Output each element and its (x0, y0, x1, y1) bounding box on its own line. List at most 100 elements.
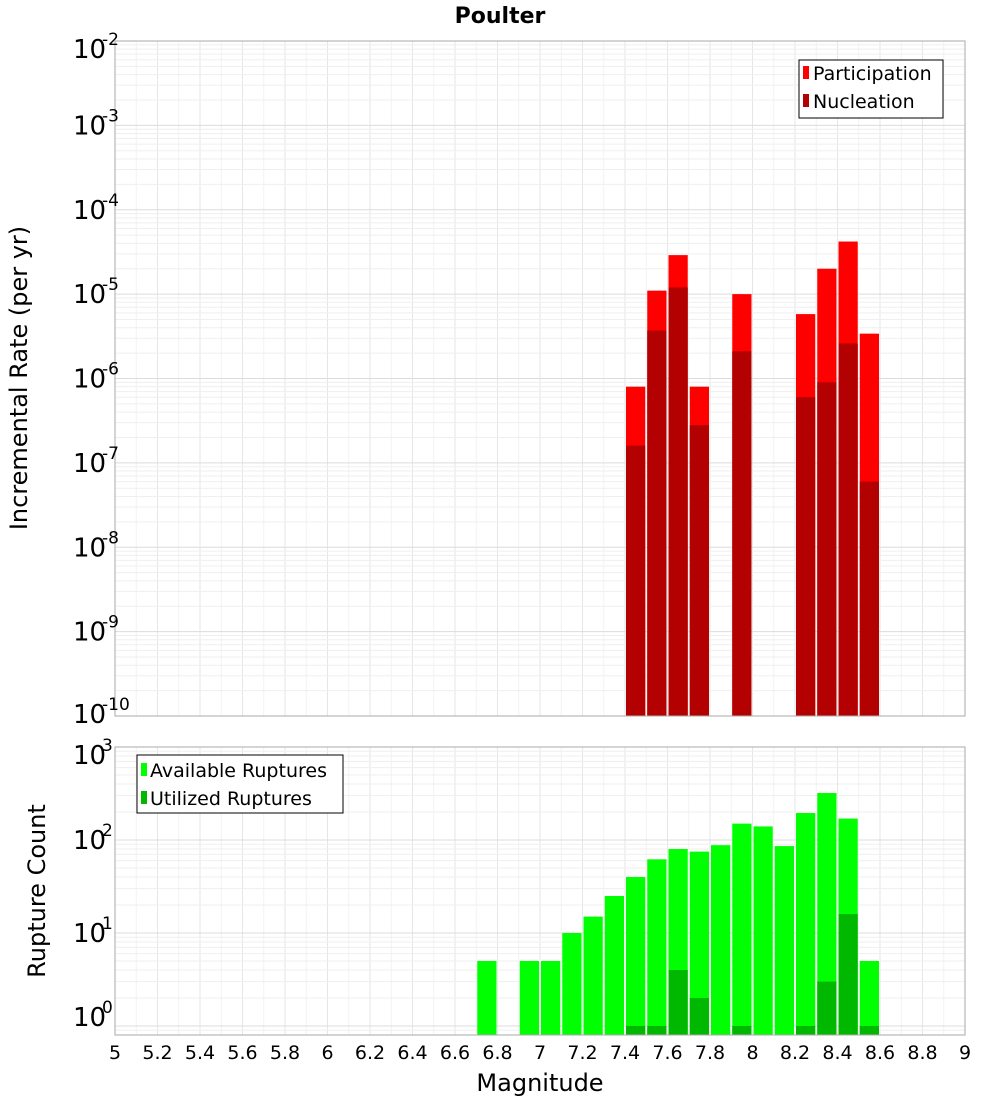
y-tick-label: 10 (73, 280, 106, 310)
y-tick-label: 10 (73, 111, 106, 141)
bar-available-ruptures-3 (562, 932, 582, 1035)
utilized-legend-label: Utilized Ruptures (150, 788, 312, 810)
x-tick-label: 6.2 (355, 1042, 385, 1064)
x-tick-label: 5.4 (185, 1042, 215, 1064)
rate-legend: Participation Nucleation (798, 59, 944, 119)
bar-available-ruptures-0 (477, 960, 497, 1035)
x-tick-label: 7.2 (567, 1042, 597, 1064)
y-tick-label: 10 (73, 919, 106, 949)
y-tick-label: 10 (73, 700, 106, 730)
x-tick-label: 5 (109, 1042, 121, 1064)
y-tick-label: 10 (73, 618, 106, 648)
y-tick-exponent: -5 (102, 275, 119, 295)
x-tick-label: 8.2 (780, 1042, 810, 1064)
x-tick-label: 5.2 (142, 1042, 172, 1064)
bar-available-ruptures-7 (647, 859, 667, 1035)
bar-nucleation-4 (732, 351, 752, 716)
bar-available-ruptures-10 (711, 845, 731, 1035)
utilized-legend-swatch (141, 791, 147, 804)
count-plot-border (114, 746, 966, 1036)
x-tick-label: 7.4 (610, 1042, 640, 1064)
count-legend-box (136, 754, 344, 814)
bar-utilized-ruptures-9 (689, 997, 709, 1035)
participation-legend-swatch (803, 66, 809, 79)
bar-utilized-ruptures-7 (647, 1025, 667, 1035)
y-tick-label: 10 (73, 533, 106, 563)
chart-title: Poulter (455, 4, 546, 29)
bar-available-ruptures-4 (583, 916, 603, 1035)
bar-utilized-ruptures-16 (838, 914, 858, 1035)
bar-utilized-ruptures-11 (732, 1025, 752, 1035)
available-legend-swatch (141, 763, 147, 776)
y-tick-label: 10 (73, 826, 106, 856)
bar-available-ruptures-17 (859, 960, 879, 1035)
x-tick-label: 7 (534, 1042, 546, 1064)
bar-nucleation-5 (796, 397, 816, 716)
y-tick-exponent: 3 (102, 736, 113, 756)
available-legend-label: Available Ruptures (150, 760, 327, 782)
rate-plot-border (114, 40, 966, 717)
bar-nucleation-2 (668, 287, 688, 716)
x-axis-label: Magnitude (476, 1069, 603, 1097)
y-tick-exponent: -4 (102, 191, 119, 211)
bar-available-ruptures-9 (689, 851, 709, 1035)
bar-utilized-ruptures-14 (796, 1025, 816, 1035)
bar-available-ruptures-14 (796, 813, 816, 1035)
bar-utilized-ruptures-8 (668, 969, 688, 1035)
nucleation-legend-label: Nucleation (813, 91, 915, 113)
x-tick-label: 7.8 (695, 1042, 725, 1064)
y-tick-exponent: -9 (102, 613, 119, 633)
bar-utilized-ruptures-15 (817, 981, 837, 1035)
bar-available-ruptures-15 (817, 793, 837, 1035)
bar-nucleation-0 (626, 445, 646, 716)
count-y-axis-label: Rupture Count (23, 804, 51, 978)
y-tick-label: 10 (73, 1003, 106, 1033)
rate-legend-box (798, 59, 944, 119)
x-tick-label: 8 (746, 1042, 758, 1064)
x-tick-label: 6.4 (397, 1042, 427, 1064)
x-tick-label: 7.6 (652, 1042, 682, 1064)
bar-available-ruptures-11 (732, 823, 752, 1035)
rate-grid (114, 41, 966, 717)
bar-nucleation-8 (859, 481, 879, 716)
bar-nucleation-3 (689, 425, 709, 716)
count-bars (477, 793, 879, 1035)
x-tick-label: 6 (321, 1042, 333, 1064)
count-legend: Available Ruptures Utilized Ruptures (136, 754, 344, 814)
rate-bars (626, 241, 879, 717)
y-tick-label: 10 (73, 365, 106, 395)
y-tick-exponent: -7 (102, 444, 119, 464)
bar-nucleation-6 (817, 382, 837, 716)
nucleation-legend-swatch (803, 94, 809, 107)
y-tick-exponent: 2 (102, 821, 113, 841)
y-tick-exponent: 1 (102, 914, 113, 934)
bar-utilized-ruptures-17 (859, 1025, 879, 1035)
x-tick-label: 6.8 (482, 1042, 512, 1064)
bar-available-ruptures-5 (604, 895, 624, 1035)
y-tick-exponent: -6 (102, 360, 119, 380)
x-ticks: 5 5.2 5.4 5.6 5.8 6 6.2 6.4 6.6 6.8 7 7.2 7.4 7.6 7.8 8… (109, 1042, 971, 1064)
participation-legend-label: Participation (813, 63, 932, 85)
y-tick-exponent: -10 (102, 695, 130, 715)
rate-y-axis-label: Incremental Rate (per yr) (5, 226, 33, 530)
bar-utilized-ruptures-6 (626, 1025, 646, 1035)
y-tick-exponent: -2 (102, 30, 119, 50)
y-tick-label: 10 (73, 449, 106, 479)
x-tick-label: 8.8 (907, 1042, 937, 1064)
x-tick-label: 8.4 (822, 1042, 852, 1064)
bar-available-ruptures-2 (541, 960, 561, 1035)
y-tick-label: 10 (73, 196, 106, 226)
bar-available-ruptures-6 (626, 877, 646, 1035)
x-tick-label: 6.6 (440, 1042, 470, 1064)
bar-available-ruptures-12 (753, 826, 773, 1035)
y-tick-label: 10 (73, 741, 106, 771)
x-tick-label: 5.6 (227, 1042, 257, 1064)
y-tick-exponent: -8 (102, 528, 119, 548)
x-tick-label: 8.6 (865, 1042, 895, 1064)
y-tick-exponent: -3 (102, 106, 119, 126)
